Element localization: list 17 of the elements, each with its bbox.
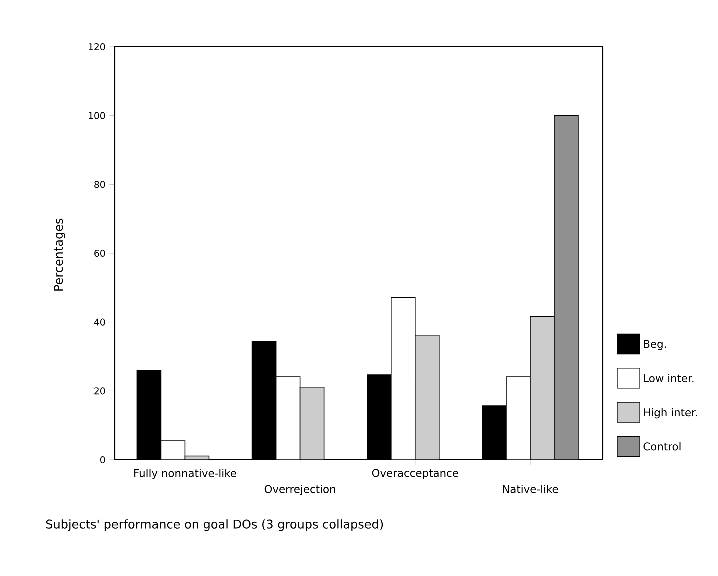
legend-label: High inter. <box>644 408 698 419</box>
x-axis-title: Subjects' performance on goal DOs (3 groups collapsed) <box>46 520 384 532</box>
x-tick-label: Overacceptance <box>372 469 458 480</box>
y-tick-label: 20 <box>94 388 106 395</box>
legend-label: Control <box>644 442 681 451</box>
legend-label: Beg. <box>644 340 666 350</box>
y-tick-label: 80 <box>94 181 106 188</box>
legend-label: Low inter. <box>644 374 694 382</box>
y-tick-label: 120 <box>89 43 106 51</box>
x-tick-label: Overrejection <box>264 485 336 496</box>
y-axis-title: Percentages <box>54 218 66 291</box>
x-tick-label: Fully nonnative-like <box>134 469 236 480</box>
y-tick-label: 40 <box>94 318 106 326</box>
y-tick-label: 60 <box>94 250 106 258</box>
y-tick-label: 0 <box>100 456 106 464</box>
x-tick-label: Native-like <box>503 485 558 494</box>
y-tick-label: 100 <box>89 112 106 120</box>
